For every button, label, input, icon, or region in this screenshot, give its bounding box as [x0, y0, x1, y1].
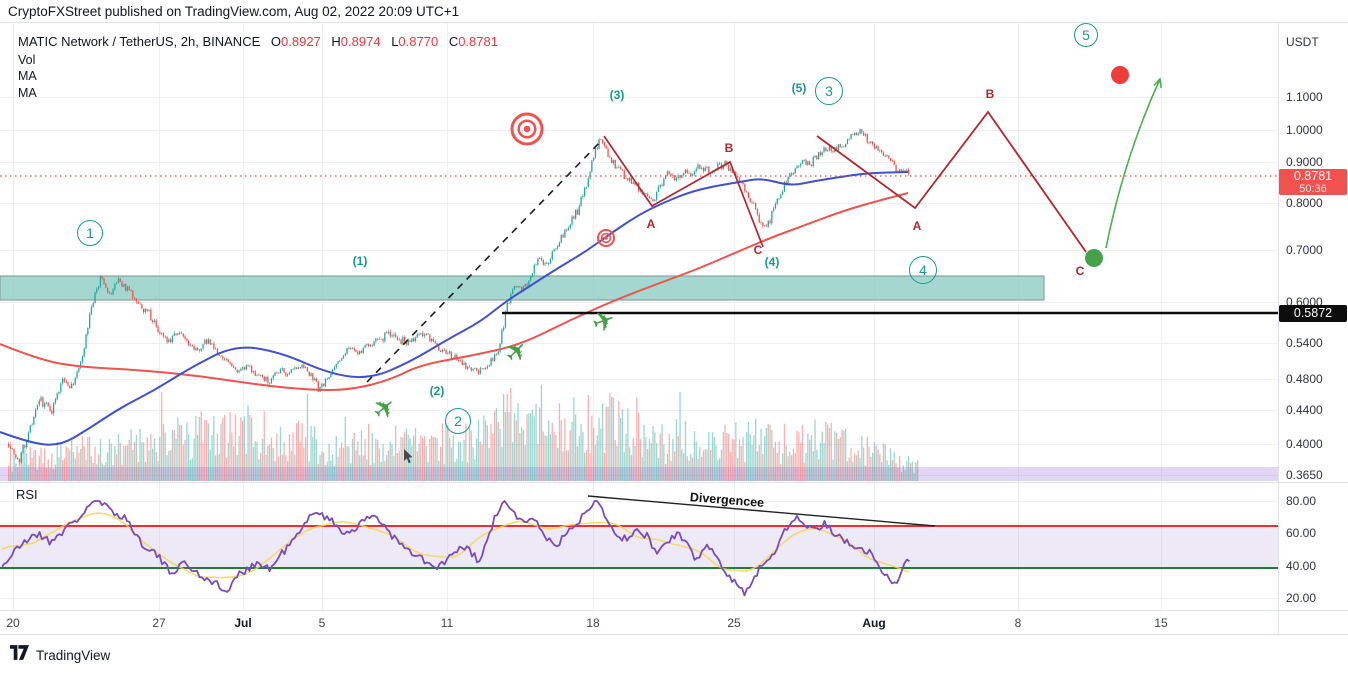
axis-currency-label: USDT — [1286, 35, 1319, 49]
volume-bars — [8, 385, 919, 481]
green-dot-marker[interactable] — [1085, 249, 1103, 267]
divergence-trendline[interactable] — [587, 495, 936, 527]
rsi-pane-title[interactable]: RSI — [16, 487, 38, 502]
ma-red-line — [0, 192, 909, 392]
ohlc-low: L0.8770 — [391, 34, 439, 49]
bullseye-target-icon[interactable] — [510, 112, 544, 146]
pane-borders — [0, 22, 1348, 635]
symbol-legend[interactable]: MATIC Network / TetherUS, 2h, BINANCE O0… — [18, 35, 498, 49]
mouse-cursor — [404, 449, 413, 464]
rsi-purple-line — [1, 500, 910, 597]
ohlc-high: H0.8974 — [331, 34, 381, 49]
indicator-label-ma2[interactable]: MA — [18, 86, 37, 100]
forecast-abc-zigzag[interactable] — [816, 110, 1087, 253]
published-attribution: CryptoFXStreet published on TradingView.… — [8, 4, 460, 19]
tradingview-logo-icon — [10, 644, 29, 666]
abc-correction-zigzag[interactable] — [603, 135, 764, 248]
symbol-title: MATIC Network / TetherUS, 2h, BINANCE — [18, 34, 261, 49]
indicator-label-ma1[interactable]: MA — [18, 69, 37, 83]
ma-blue-line — [0, 171, 909, 446]
red-dot-marker[interactable] — [1111, 66, 1129, 84]
indicator-label-volume[interactable]: Vol — [18, 53, 36, 67]
tradingview-brand-text: TradingView — [36, 647, 111, 663]
bar-countdown: 50:36 — [1299, 183, 1327, 195]
candlestick-series — [8, 128, 910, 464]
last-price-badge: 0.8781 50:36 — [1279, 169, 1347, 195]
rsi-band — [0, 526, 1278, 568]
tradingview-brand[interactable]: TradingView — [10, 644, 110, 666]
ohlc-close: C0.8781 — [448, 34, 498, 49]
last-price-value: 0.8781 — [1293, 169, 1333, 183]
bullseye-target-icon[interactable] — [597, 229, 615, 247]
gridlines — [0, 22, 1278, 610]
volume-band-rectangle[interactable] — [0, 467, 1278, 481]
green-projection-arrow[interactable] — [1105, 77, 1162, 249]
ohlc-open: O0.8927 — [270, 34, 321, 49]
dashed-trendline[interactable] — [366, 139, 603, 383]
level-price-badge: 0.5872 — [1279, 305, 1347, 322]
